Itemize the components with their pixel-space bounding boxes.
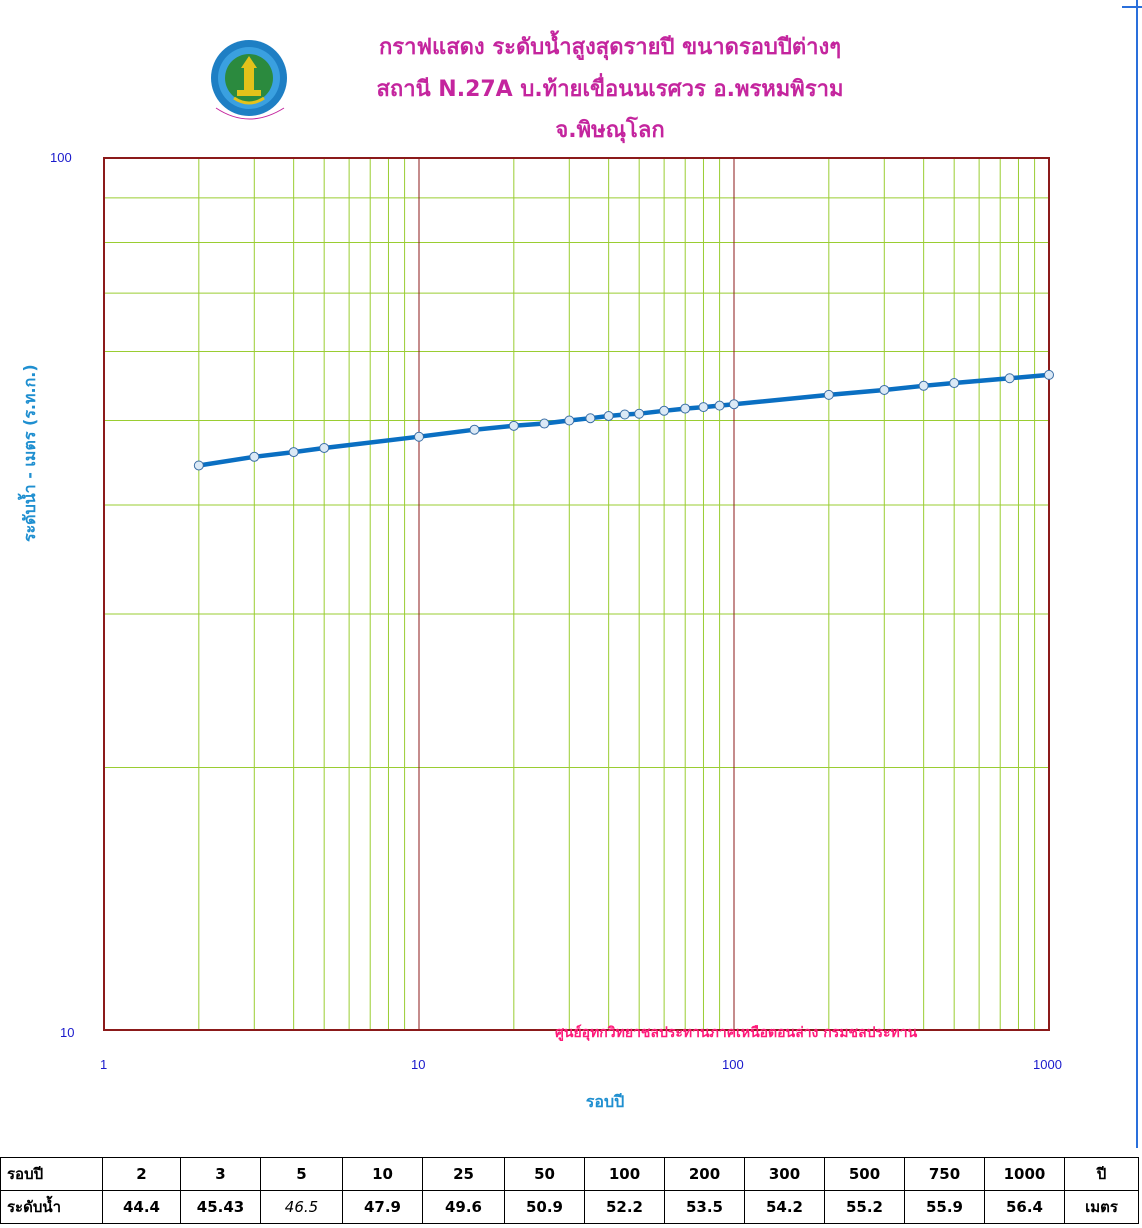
grid-lines [104,158,1049,1030]
data-point [698,402,709,413]
table-row-water-level: ระดับน้ำ 44.4 45.43 46.5 47.9 49.6 50.9 … [0,1190,1139,1224]
data-point [414,431,424,442]
table-cell: 2 [102,1157,181,1191]
data-point [539,418,550,429]
table-cell: 3 [180,1157,261,1191]
table-cell: 54.2 [744,1190,825,1224]
table-cell: 50 [504,1157,585,1191]
table-cell: 52.2 [584,1190,665,1224]
data-point [564,415,575,426]
major-grid-lines [418,158,735,1030]
x-tick-label-10: 10 [411,1057,426,1072]
table-cell: 100 [584,1157,665,1191]
x-tick-label-1000: 1000 [1033,1057,1062,1072]
credit-text: ศูนย์อุทกวิทยาชลประทานภาคเหนือตอนล่าง กร… [555,1025,918,1041]
y-axis-label: ระดับน้ำ - เมตร (ร.ท.ก.) [20,364,39,542]
data-point [634,408,645,419]
table-cell: 55.2 [824,1190,905,1224]
data-point [469,424,480,435]
data-point [659,405,670,416]
data-point [585,413,596,424]
data-point [288,447,299,458]
series-points [193,369,1054,471]
table-cell: 47.9 [342,1190,423,1224]
table-cell: 49.6 [422,1190,505,1224]
table-cell: 55.9 [904,1190,985,1224]
window-edge [1136,0,1138,1148]
table-row-return-period: รอบปี 2 3 5 10 25 50 100 200 300 500 750… [0,1157,1139,1191]
data-point [1044,369,1054,380]
table-cell: 500 [824,1157,905,1191]
table-cell: 44.4 [102,1190,181,1224]
data-point [193,460,204,471]
table-cell: 25 [422,1157,505,1191]
data-point [680,403,691,414]
data-point [879,384,890,395]
y-tick-label-100: 100 [50,150,72,165]
table-cell: 10 [342,1157,423,1191]
table-cell: 300 [744,1157,825,1191]
data-table: รอบปี 2 3 5 10 25 50 100 200 300 500 750… [0,1157,1139,1224]
table-row-label: ระดับน้ำ [0,1190,103,1224]
data-point [918,380,929,391]
table-cell: 46.5 [260,1190,343,1224]
y-tick-label-10: 10 [60,1025,75,1040]
table-cell: 1000 [984,1157,1065,1191]
department-seal-icon [211,40,287,120]
data-point [249,451,260,462]
table-header-label: รอบปี [0,1157,103,1191]
x-tick-label-100: 100 [722,1057,744,1072]
table-cell: 750 [904,1157,985,1191]
data-point [714,400,725,411]
table-cell: 5 [260,1157,343,1191]
chart-title-line-2: สถานี N.27A บ.ท้ายเขื่อนนเรศวร อ.พรหมพิร… [376,77,844,102]
frequency-chart [103,157,1054,1031]
data-point [508,420,519,431]
table-unit: ปี [1064,1157,1139,1191]
chart-title-line-1: กราฟแสดง ระดับน้ำสูงสุดรายปี ขนาดรอบปีต่… [378,35,842,60]
chart-title-line-3: จ.พิษณุโลก [555,118,665,143]
series-line [198,372,1050,468]
data-point [319,442,330,453]
data-point [619,409,630,420]
data-point [603,410,614,421]
table-cell: 50.9 [504,1190,585,1224]
data-point [1004,373,1015,384]
table-cell: 45.43 [180,1190,261,1224]
table-cell: 53.5 [664,1190,745,1224]
table-cell: 56.4 [984,1190,1065,1224]
window-edge-top [1122,6,1142,8]
table-cell: 200 [664,1157,745,1191]
data-point [729,399,739,410]
plot-frame [103,157,1050,1031]
data-point [949,378,960,389]
x-axis-label: รอบปี [585,1092,625,1111]
table-unit: เมตร [1064,1190,1139,1224]
data-point [823,389,834,400]
x-tick-label-1: 1 [100,1057,108,1072]
